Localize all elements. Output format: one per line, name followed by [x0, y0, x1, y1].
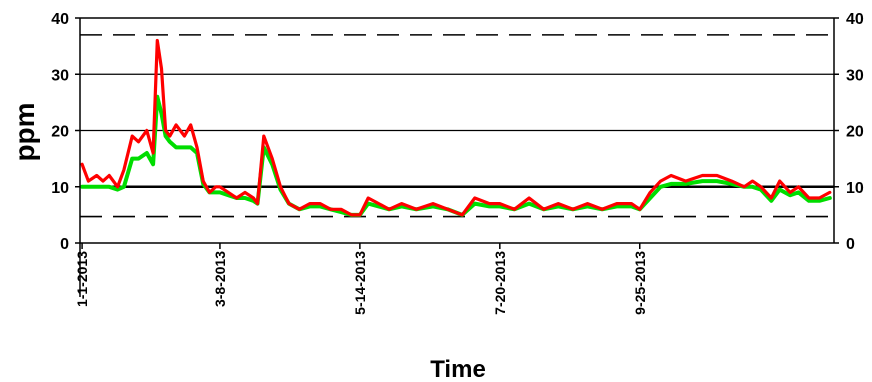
y-tick-label-right-30: 30	[846, 67, 864, 84]
x-tick-label-9-25-2013: 9-25-2013	[632, 251, 648, 315]
y-tick-label-right-40: 40	[846, 11, 864, 28]
series-line-0	[80, 38, 832, 217]
y-tick-label-left-0: 0	[60, 236, 69, 253]
series-layer	[80, 38, 832, 217]
y-axis-title: ppm	[9, 102, 40, 161]
series-line-1	[80, 94, 832, 217]
y-tick-label-right-10: 10	[846, 180, 864, 197]
x-tick-labels: 1-1-2013 3-8-2013 5-14-2013 7-20-2013 9-25-2…	[74, 243, 648, 315]
y-tick-label-left-10: 10	[51, 180, 69, 197]
y-tick-label-left-40: 40	[51, 11, 69, 28]
x-axis-title: Time	[430, 356, 486, 382]
y-tick-label-left-20: 20	[51, 124, 69, 141]
y-tick-label-left-30: 30	[51, 67, 69, 84]
reference-lines	[80, 34, 834, 218]
x-tick-label-5-14-2013: 5-14-2013	[352, 251, 368, 315]
x-tick-label-3-8-2013: 3-8-2013	[212, 251, 228, 307]
y-tick-label-right-20: 20	[846, 124, 864, 141]
y-tick-labels: 0 10 20 30 40 0 10 20 30 40	[51, 11, 864, 253]
x-tick-label-1-1-2013: 1-1-2013	[74, 251, 90, 307]
axes	[79, 17, 835, 297]
x-tick-label-7-20-2013: 7-20-2013	[492, 251, 508, 315]
y-tick-label-right-0: 0	[846, 236, 855, 253]
